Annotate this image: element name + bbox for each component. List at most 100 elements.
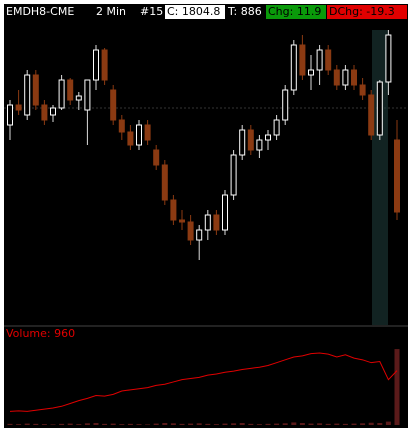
volume-bar [170,423,176,425]
volume-bar [84,423,90,425]
volume-bar [239,423,245,425]
candle-body [41,104,48,121]
candle-body [32,74,39,106]
volume-profile [372,30,388,325]
volume-bar [291,422,297,425]
candle-body [282,89,289,121]
candle-body [204,214,211,231]
volume-bar [334,423,340,425]
candle-body [290,44,297,91]
volume-bar [256,424,262,425]
volume-bar [188,423,194,425]
volume-bar [93,423,99,425]
volume-bar [222,423,228,425]
volume-bar [385,421,391,425]
candle-body [58,79,65,109]
candle-body [359,84,366,96]
volume-bar [67,423,73,425]
candle-body [239,129,246,156]
volume-bar [360,423,366,425]
volume-bar [282,423,288,425]
candle-body [385,34,392,83]
volume-bar [231,423,237,425]
volume-bar [377,423,383,425]
interval: 2 Min [96,5,126,18]
candle-body [153,149,160,166]
volume-bar [136,424,142,425]
candle-body [256,139,263,151]
volume-bar [265,423,271,425]
candle-body [247,129,254,151]
volume-bar [342,423,348,425]
candle-body [67,79,74,101]
candle-body [222,194,228,231]
candle-body [170,199,177,221]
volume-bar [153,423,159,425]
candle-body [161,164,168,201]
volume-bar [351,423,357,425]
candle-body [325,49,332,71]
volume-bar [274,423,280,425]
candle-body [230,154,237,196]
ticks-label: T: 886 [227,5,262,18]
candle-body [265,134,271,141]
volume-bar [102,423,108,425]
change-label: Chg: 11.9 [268,5,321,18]
volume-bar [162,423,168,425]
candle-body [179,219,185,223]
candle-body [213,214,220,231]
volume-bar [394,349,400,425]
volume-bar [110,423,116,425]
volume-bar [145,424,151,425]
volume-bar [50,424,56,425]
candle-body [187,221,194,241]
volume-bar [325,423,331,425]
candle-body [342,69,349,86]
volume-bar [33,423,39,425]
symbol: EMDH8-CME [6,5,74,18]
volume-bar [196,423,202,425]
volume-bar [308,423,314,425]
candle-body [7,104,13,126]
candle-body [24,74,31,116]
candle-body [93,49,99,81]
candle-body [118,119,125,133]
candle-body [110,89,117,121]
candle-body [75,95,82,101]
volume-bar [213,424,219,425]
candle-body [394,139,400,213]
day-change-label: DChg: -19.3 [329,5,395,18]
volume-bar [299,423,305,425]
volume-bar [368,422,374,425]
candle-body [299,44,306,76]
candle-body [333,69,340,86]
volume-bar [41,424,47,425]
day-change-box [327,5,407,19]
candle-body [351,69,357,86]
volume-bar [7,423,13,425]
candle-body [368,94,375,136]
candle-body [50,107,56,116]
volume-line [9,352,398,412]
volume-bar [179,423,185,425]
volume-bar [248,423,254,425]
candle-body [316,49,323,71]
volume-bar [59,423,65,425]
volume-bar [127,423,133,425]
candle-body [127,131,134,146]
candle-body [308,69,314,76]
volume-bar [24,423,30,425]
volume-label: Volume: 960 [6,327,75,340]
chart-number: #15 [140,5,163,18]
change-box [266,5,326,19]
candle-body [144,124,151,141]
volume-bar [317,423,323,425]
candle-body [84,79,91,111]
volume-bar [76,424,82,425]
volume-bar [205,423,211,425]
volume-bar [16,424,22,425]
candle-body [136,124,142,146]
candle-body [15,104,22,111]
volume-bar [119,424,125,425]
